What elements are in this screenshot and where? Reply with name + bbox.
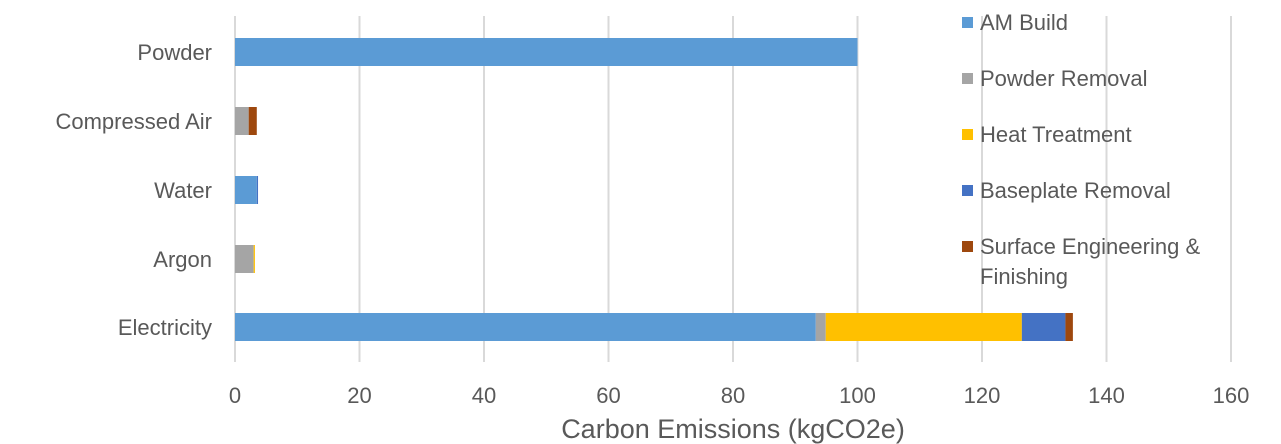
- bar-segment: [1065, 313, 1073, 341]
- legend-label: Baseplate Removal: [980, 178, 1171, 203]
- bar-segment: [253, 245, 255, 273]
- legend-label: Powder Removal: [980, 66, 1148, 91]
- legend-swatch: [962, 17, 973, 28]
- category-label: Compressed Air: [55, 109, 212, 134]
- gridlines: [234, 16, 1232, 362]
- category-label: Argon: [153, 247, 212, 272]
- legend-swatch: [962, 73, 973, 84]
- bar-segment: [815, 313, 826, 341]
- legend-swatch: [962, 129, 973, 140]
- bar-segment: [235, 176, 257, 204]
- bar-segment: [256, 176, 259, 204]
- x-tick-label: 120: [964, 383, 1001, 408]
- legend-label: Surface Engineering & Finishing: [980, 234, 1200, 289]
- category-label: Electricity: [118, 315, 212, 340]
- x-tick-label: 100: [839, 383, 876, 408]
- legend-swatch: [962, 185, 973, 196]
- bars: [235, 38, 1073, 341]
- x-tick-label: 160: [1213, 383, 1250, 408]
- bar-segment: [235, 245, 254, 273]
- category-label: Powder: [137, 40, 212, 65]
- bar-segment: [825, 313, 1022, 341]
- legend-label: Heat Treatment: [980, 122, 1132, 147]
- x-tick-label: 140: [1088, 383, 1125, 408]
- legend-swatch: [962, 241, 973, 252]
- category-label: Water: [154, 178, 212, 203]
- bar-segment: [235, 313, 816, 341]
- bar-segment: [235, 38, 858, 66]
- legend-label: AM Build: [980, 10, 1068, 35]
- bar-segment: [248, 107, 257, 135]
- x-tick-label: 0: [229, 383, 241, 408]
- x-tick-label: 40: [472, 383, 496, 408]
- x-tick-label: 60: [596, 383, 620, 408]
- bar-segment: [235, 107, 249, 135]
- bar-segment: [1021, 313, 1066, 341]
- legend: AM Build Powder Removal Heat Treatment Base…: [962, 10, 1200, 289]
- x-tick-labels: 0 20 40 60 80 100 120 140 160: [229, 383, 1249, 408]
- x-tick-label: 20: [347, 383, 371, 408]
- x-axis-title: Carbon Emissions (kgCO2e): [561, 414, 905, 444]
- category-labels: Powder Compressed Air Water Argon Electricit…: [55, 40, 212, 340]
- x-tick-label: 80: [721, 383, 745, 408]
